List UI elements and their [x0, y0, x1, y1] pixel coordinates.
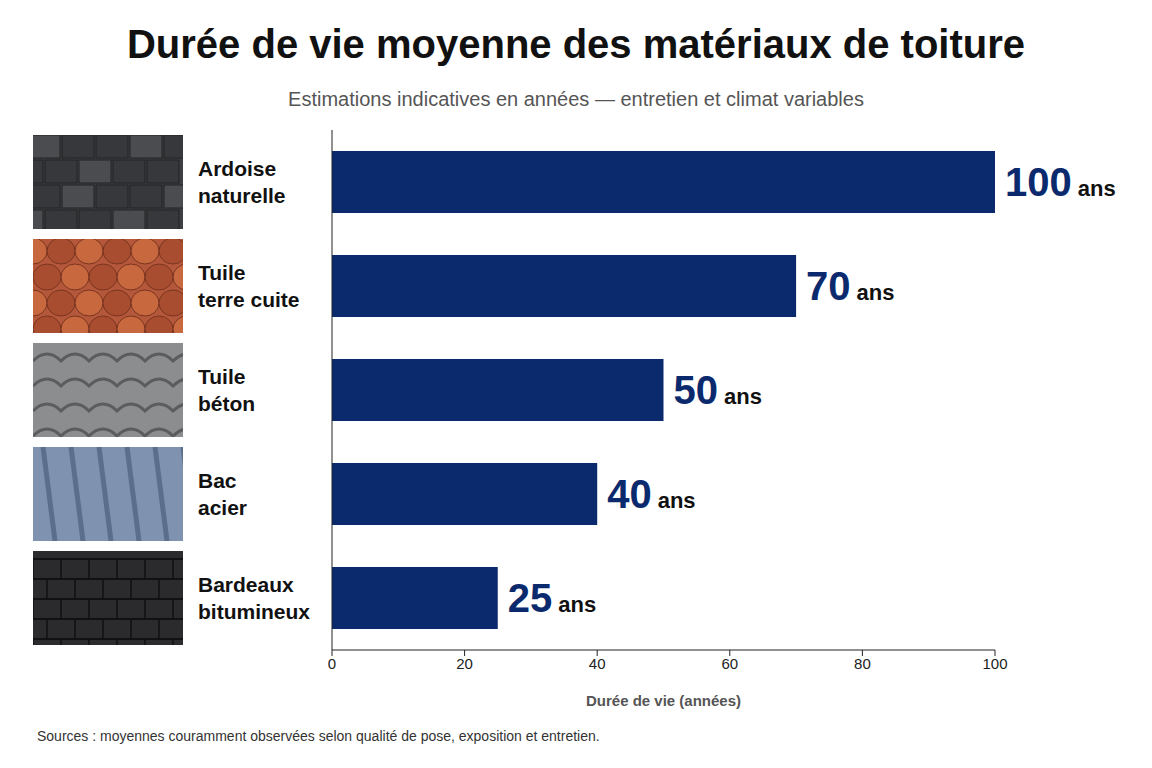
- svg-text:Bacacier: Bacacier: [198, 469, 247, 519]
- svg-text:25ans: 25ans: [508, 576, 596, 620]
- svg-text:Durée de vie (années): Durée de vie (années): [586, 692, 741, 709]
- html-text:Sources : moyennes couramment: Sources : moyennes couramment observées …: [37, 728, 600, 744]
- svg-text:Tuilebéton: Tuilebéton: [198, 365, 255, 415]
- svg-text:100ans: 100ans: [1005, 160, 1116, 204]
- svg-text:100: 100: [982, 655, 1007, 672]
- svg-text:70ans: 70ans: [806, 264, 894, 308]
- svg-text:0: 0: [328, 655, 336, 672]
- html-text:Estimations indicatives en ann: Estimations indicatives en années — entr…: [288, 88, 864, 110]
- svg-text:40: 40: [589, 655, 606, 672]
- svg-text:60: 60: [721, 655, 738, 672]
- svg-text:Bardeauxbitumineux: Bardeauxbitumineux: [198, 573, 310, 623]
- svg-text:40ans: 40ans: [607, 472, 695, 516]
- svg-text:80: 80: [854, 655, 871, 672]
- html-text:Durée de vie moyenne des matér: Durée de vie moyenne des matériaux de to…: [127, 22, 1025, 66]
- svg-text:50ans: 50ans: [674, 368, 762, 412]
- svg-text:Ardoisenaturelle: Ardoisenaturelle: [198, 157, 286, 207]
- svg-text:20: 20: [456, 655, 473, 672]
- svg-text:Tuileterre cuite: Tuileterre cuite: [198, 261, 300, 311]
